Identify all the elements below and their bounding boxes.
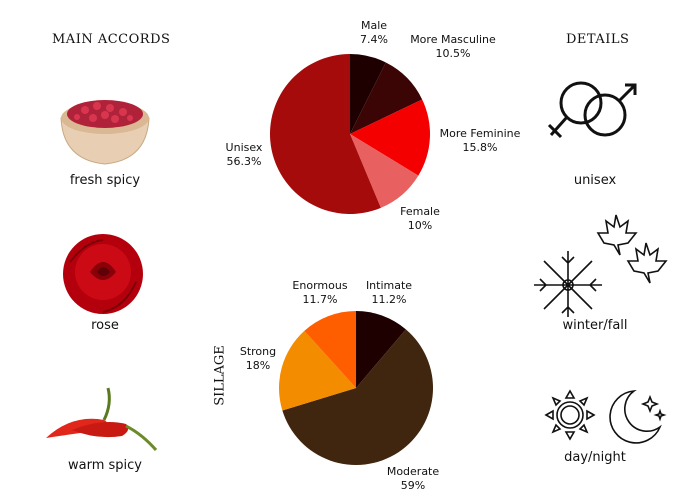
slice-label: More Masculine (410, 33, 496, 46)
pie-slice-moderate (282, 329, 433, 465)
accord-label: warm spicy (68, 458, 142, 473)
slice-value-label: 11.2% (372, 293, 407, 306)
slice-value-label: 11.7% (303, 293, 338, 306)
slice-label: Enormous (292, 279, 347, 292)
slice-label: More Feminine (440, 127, 520, 140)
slice-value-label: 7.4% (360, 33, 388, 46)
pie-slice-more-masculine (350, 62, 423, 134)
slice-value-label: 15.8% (463, 141, 498, 154)
details-title: DETAILS (566, 32, 630, 47)
pie-slice-intimate (356, 311, 406, 388)
snowflake-maple-leaf-icon (534, 214, 668, 317)
slice-value-label: 56.3% (227, 155, 262, 168)
pie-slice-unisex (270, 54, 381, 214)
slice-value-label: 59% (401, 479, 425, 492)
red-chili-peppers-image (46, 387, 158, 451)
slice-label: Female (400, 205, 440, 218)
pie-slice-female (350, 134, 419, 208)
pie-slice-male (350, 54, 386, 134)
sun-moon-icon (544, 389, 667, 444)
main-accords-title: MAIN ACCORDS (52, 32, 171, 47)
slice-label: Unisex (226, 141, 263, 154)
detail-label: winter/fall (562, 318, 628, 333)
pie-slice-enormous (304, 311, 356, 388)
slice-label: Strong (240, 345, 276, 358)
red-rose-image (63, 234, 143, 314)
detail-label: unisex (573, 173, 617, 188)
slice-label: Moderate (387, 465, 440, 478)
slice-label: Intimate (366, 279, 412, 292)
pink-pepper-bowl-image (60, 100, 150, 165)
slice-value-label: 10% (408, 219, 432, 232)
slice-label: Male (361, 19, 387, 32)
slice-value-label: 10.5% (436, 47, 471, 60)
pie-slice-more-feminine (350, 99, 430, 176)
accord-label: fresh spicy (69, 173, 141, 188)
gender-symbols-icon (547, 81, 637, 139)
slice-value-label: 18% (246, 359, 270, 372)
accord-label: rose (91, 318, 119, 333)
detail-label: day/night (564, 450, 626, 465)
pie-slice-strong (279, 330, 356, 411)
